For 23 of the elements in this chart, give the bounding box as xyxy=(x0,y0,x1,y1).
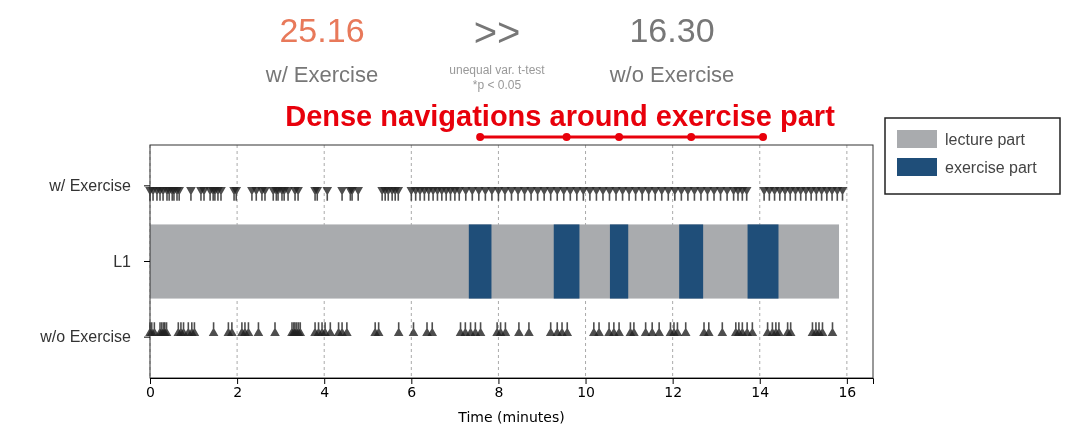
text: 16.30 xyxy=(629,11,715,49)
text: 25.16 xyxy=(279,11,365,49)
x-tick-label: 0 xyxy=(146,383,155,400)
x-tick-label: 14 xyxy=(751,383,770,400)
text: unequal var. t-test xyxy=(449,63,546,77)
x-tick-label: 12 xyxy=(664,383,683,400)
x-tick-label: 2 xyxy=(233,383,243,400)
x-tick-label: 6 xyxy=(407,383,417,400)
text: w/o Exercise xyxy=(608,62,735,87)
x-tick-label: 16 xyxy=(838,383,857,400)
text: w/ Exercise xyxy=(264,62,379,87)
text: *p < 0.05 xyxy=(472,78,522,92)
text: >> xyxy=(473,10,521,54)
x-tick-label: 10 xyxy=(577,383,595,400)
x-tick-label: 4 xyxy=(320,383,330,400)
legend-label: lecture part xyxy=(945,131,1026,148)
y-tick-label: L1 xyxy=(113,252,132,270)
text: Dense navigations around exercise part xyxy=(285,100,836,132)
legend-label: exercise part xyxy=(945,159,1038,176)
x-axis-title: Time (minutes) xyxy=(457,409,565,425)
x-tick-label: 8 xyxy=(494,383,504,400)
y-tick-label: w/ Exercise xyxy=(48,176,132,194)
y-tick-label: w/o Exercise xyxy=(39,328,132,346)
